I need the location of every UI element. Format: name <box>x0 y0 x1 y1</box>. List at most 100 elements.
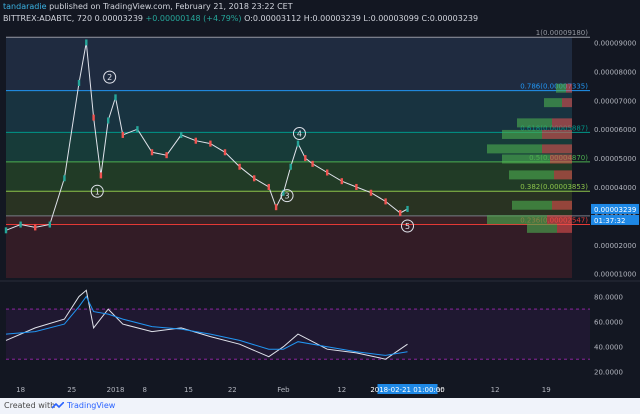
price-candle <box>107 117 110 124</box>
y-axis-tick-label: 0.00005000 <box>594 155 636 163</box>
volume-profile-bar <box>509 170 554 180</box>
countdown-tag <box>591 214 639 225</box>
price-candle <box>209 140 212 147</box>
symbol-line: BITTREX:ADABTC, 720 0.00003239 +0.000001… <box>3 13 478 25</box>
rsi-axis-tick-label: 60.0000 <box>594 319 623 327</box>
price-candle <box>92 114 95 121</box>
price-candle <box>282 189 285 196</box>
price-candle <box>19 221 22 228</box>
price-candle <box>355 183 358 190</box>
crosshair-date-tag <box>377 384 438 394</box>
volume-profile-bar <box>547 215 572 225</box>
price-candle <box>77 79 81 86</box>
volume-profile-bar <box>552 118 572 128</box>
wave-label: 1 <box>95 187 100 196</box>
x-axis-tick-label: 19 <box>542 386 551 394</box>
rsi-line <box>5 289 408 360</box>
x-axis-tick-label: 15 <box>184 386 193 394</box>
wave-label-circle <box>292 126 306 140</box>
price-candle <box>180 131 183 138</box>
fib-band <box>6 37 572 91</box>
price-candle <box>296 140 300 147</box>
current-price-label: 0.00003239 <box>594 206 636 214</box>
price-candle <box>253 175 256 182</box>
price-candle <box>34 224 37 231</box>
price-candle <box>238 163 241 170</box>
volume-profile-bar <box>554 170 572 180</box>
x-axis-tick-label: Feb <box>277 386 290 394</box>
price-candle <box>114 94 117 101</box>
symbol-label: BITTREX:ADABTC, 720 <box>3 14 93 23</box>
y-axis-tick-label: 0.00007000 <box>594 97 636 105</box>
volume-profile-bar <box>512 200 552 210</box>
price-candle <box>165 152 168 159</box>
price-candle <box>4 227 8 234</box>
countdown-label: 01:37:32 <box>594 217 625 225</box>
price-candle <box>99 172 103 179</box>
x-axis-tick-label: 12 <box>491 386 500 394</box>
wave-label: 2 <box>107 73 112 82</box>
y-axis-tick-label: 0.00009000 <box>594 39 636 47</box>
fib-level-label: 0.618(0.00005887) <box>520 124 588 132</box>
y-axis-tick-label: 0.00006000 <box>594 126 636 134</box>
wave-label: 4 <box>297 129 302 138</box>
wave-label: 5 <box>405 222 410 231</box>
volume-profile-bar <box>562 98 572 108</box>
price-candle <box>289 163 292 170</box>
price-candle <box>63 175 66 182</box>
volume-profile-bar <box>502 154 550 164</box>
author-link[interactable]: tandaradie <box>3 2 47 11</box>
volume-profile-bar <box>556 83 566 93</box>
chart-header: tandaradie published on TradingView.com,… <box>0 0 640 26</box>
price-candle <box>267 183 270 190</box>
volume-profile-bar <box>557 223 572 233</box>
ohlc-values: O:0.00003112 H:0.00003239 L:0.00003099 C… <box>244 14 479 23</box>
created-with-text: Created with <box>4 401 56 410</box>
price-candle <box>85 39 88 46</box>
x-axis-tick-label: 12 <box>337 386 346 394</box>
y-axis-tick-label: 0.00004000 <box>594 184 636 192</box>
published-text: published on TradingView.com, February 2… <box>49 2 293 11</box>
rsi-axis-tick-label: 20.0000 <box>594 369 623 377</box>
rsi-signal-line <box>5 295 408 356</box>
fib-band <box>6 215 572 225</box>
volume-profile-bar <box>550 154 572 164</box>
y-axis-tick-label: 0.00001000 <box>594 271 636 279</box>
volume-profile-bar <box>517 118 552 128</box>
price-change: +0.00000148 (+4.79%) <box>145 14 242 23</box>
y-axis-tick-label: 0.00002000 <box>594 242 636 250</box>
volume-profile-bar <box>552 200 572 210</box>
x-axis-tick-label: 22 <box>228 386 237 394</box>
volume-profile-bar <box>487 144 542 154</box>
fib-band <box>6 161 572 192</box>
fib-band <box>6 224 572 278</box>
footer: Created with TradingView <box>0 398 640 414</box>
chart-area[interactable]: 1(0.00009180) 0.786(0.00007335) 0.618(0.00… <box>0 26 640 398</box>
price-candle <box>121 131 124 138</box>
price-candle <box>150 149 154 156</box>
x-axis-tick-label: 18 <box>16 386 25 394</box>
price-candle <box>194 137 197 144</box>
tradingview-logo-icon <box>52 402 64 409</box>
y-axis-tick-label: 0.00008000 <box>594 68 636 76</box>
price-candle <box>369 189 373 196</box>
price-chart-svg[interactable]: 1(0.00009180) 0.786(0.00007335) 0.618(0.00… <box>0 26 640 398</box>
price-candle <box>311 160 314 167</box>
wave-label-circle <box>401 219 414 233</box>
price-candle <box>384 198 387 205</box>
wave-label: 3 <box>285 192 290 201</box>
x-axis-tick-label: 8 <box>142 386 146 394</box>
current-price-tag <box>591 203 639 214</box>
price-candle <box>304 155 307 162</box>
volume-profile-bar <box>527 223 557 233</box>
price-candle <box>48 221 51 228</box>
publish-line: tandaradie published on TradingView.com,… <box>3 1 293 13</box>
fib-level-label: 0.786(0.00007335) <box>520 83 588 91</box>
price-candle <box>399 209 402 216</box>
tradingview-brand[interactable]: TradingView <box>67 401 116 410</box>
price-candle <box>406 205 409 212</box>
price-candle <box>136 126 139 133</box>
fib-band <box>6 132 572 162</box>
volume-profile-bar <box>487 215 547 225</box>
rsi-axis-tick-label: 40.0000 <box>594 344 623 352</box>
